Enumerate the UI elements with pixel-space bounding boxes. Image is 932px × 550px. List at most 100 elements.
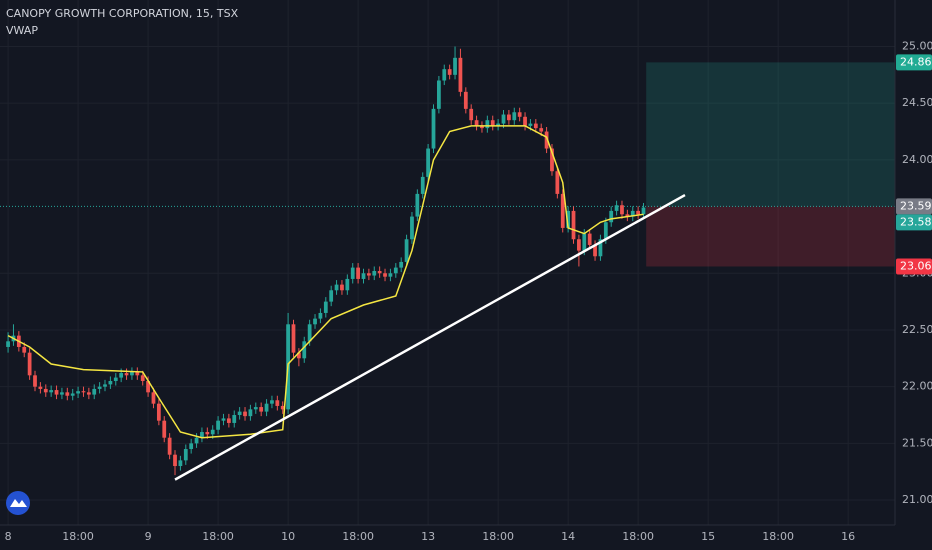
candle-body <box>377 271 382 274</box>
candle-body <box>210 429 215 435</box>
candle-body <box>237 411 242 416</box>
x-tick-label: 14 <box>561 530 575 543</box>
candle-body <box>345 278 350 291</box>
chart-title: CANOPY GROWTH CORPORATION, 15, TSX <box>6 7 239 20</box>
candle-body <box>356 267 360 279</box>
y-tick-label: 24.50 <box>902 96 932 109</box>
candle-body <box>533 123 538 129</box>
candle-body <box>156 403 161 421</box>
candle-body <box>275 400 280 406</box>
y-tick-label: 22.00 <box>902 380 932 393</box>
candle-body <box>270 400 274 404</box>
price-tag <box>896 214 932 231</box>
candle-body <box>60 392 64 395</box>
candle-body <box>151 392 156 404</box>
candle-body <box>302 341 307 359</box>
candle-body <box>550 148 554 172</box>
candle-body <box>340 284 344 291</box>
candle-body <box>501 114 506 124</box>
candle-body <box>22 346 27 353</box>
candle-body <box>582 233 587 251</box>
candle-body <box>243 411 247 417</box>
candle-body <box>490 120 495 126</box>
x-tick-label: 16 <box>841 530 855 543</box>
candle-body <box>27 352 32 376</box>
candle-body <box>6 341 10 347</box>
candle-body <box>135 371 140 376</box>
candle-body <box>404 239 409 262</box>
candle-body <box>38 386 43 389</box>
candle-body <box>189 443 194 450</box>
candle-body <box>609 210 614 223</box>
candle-body <box>221 418 226 421</box>
price-tag-label: 23.58 <box>900 215 932 228</box>
candle-body <box>528 123 533 126</box>
candle-body <box>329 290 334 302</box>
candle-body <box>593 244 597 257</box>
candle-body <box>431 108 436 149</box>
candle-body <box>442 69 447 81</box>
candle-body <box>458 57 463 92</box>
candle-body <box>162 420 167 438</box>
y-tick-label: 22.50 <box>902 323 932 336</box>
candle-body <box>248 409 253 417</box>
candle-body <box>539 128 544 132</box>
price-tag <box>896 54 932 71</box>
x-tick-label: 18:00 <box>62 530 94 543</box>
candle-body <box>393 267 398 274</box>
candle-body <box>183 449 188 461</box>
trend-line <box>174 193 686 481</box>
candle-body <box>232 415 237 423</box>
candle-body <box>318 312 323 319</box>
candle-body <box>512 112 517 121</box>
candle-body <box>49 390 54 393</box>
candle-body <box>200 432 204 438</box>
candle-body <box>313 318 317 325</box>
candle-body <box>86 392 91 395</box>
candle-body <box>453 57 457 75</box>
candle-body <box>280 405 285 410</box>
y-tick-label: 25.00 <box>902 39 932 52</box>
target-zone <box>646 62 895 207</box>
candle-body <box>625 214 630 217</box>
candle-body <box>598 239 603 257</box>
candle-body <box>485 120 490 129</box>
candle-body <box>108 380 113 385</box>
candle-body <box>388 273 393 277</box>
candle-body <box>463 91 468 109</box>
candle-body <box>76 391 80 394</box>
price-tag-label: 23.06 <box>900 259 932 272</box>
candle-body <box>577 239 581 251</box>
price-tag <box>896 198 932 215</box>
x-tick-label: 18:00 <box>342 530 374 543</box>
candle-body <box>566 210 571 228</box>
price-tag-label: 24.86 <box>900 55 932 68</box>
candle-body <box>587 233 592 245</box>
x-tick-label: 13 <box>421 530 435 543</box>
candle-body <box>410 216 414 240</box>
candle-body <box>603 222 608 240</box>
candle-body <box>447 69 452 75</box>
y-tick-label: 24.00 <box>902 153 932 166</box>
candle-body <box>54 390 59 395</box>
logo-icon <box>10 499 27 507</box>
price-tag <box>896 258 932 275</box>
candle-body <box>555 171 560 194</box>
candle-body <box>334 284 339 291</box>
x-tick-label: 15 <box>701 530 715 543</box>
candle-body <box>350 267 355 279</box>
candle-body <box>630 210 635 217</box>
candle-body <box>361 273 366 279</box>
candle-body <box>420 176 425 194</box>
candle-body <box>474 120 479 126</box>
x-tick-label: 18:00 <box>202 530 234 543</box>
candle-body <box>226 418 231 423</box>
candle-body <box>259 407 264 412</box>
x-tick-label: 9 <box>145 530 152 543</box>
x-tick-label: 10 <box>281 530 295 543</box>
candle-body <box>523 116 527 126</box>
candle-body <box>140 375 145 381</box>
candle-body <box>366 273 371 276</box>
candle-body <box>113 377 118 381</box>
stop-zone <box>646 206 895 267</box>
